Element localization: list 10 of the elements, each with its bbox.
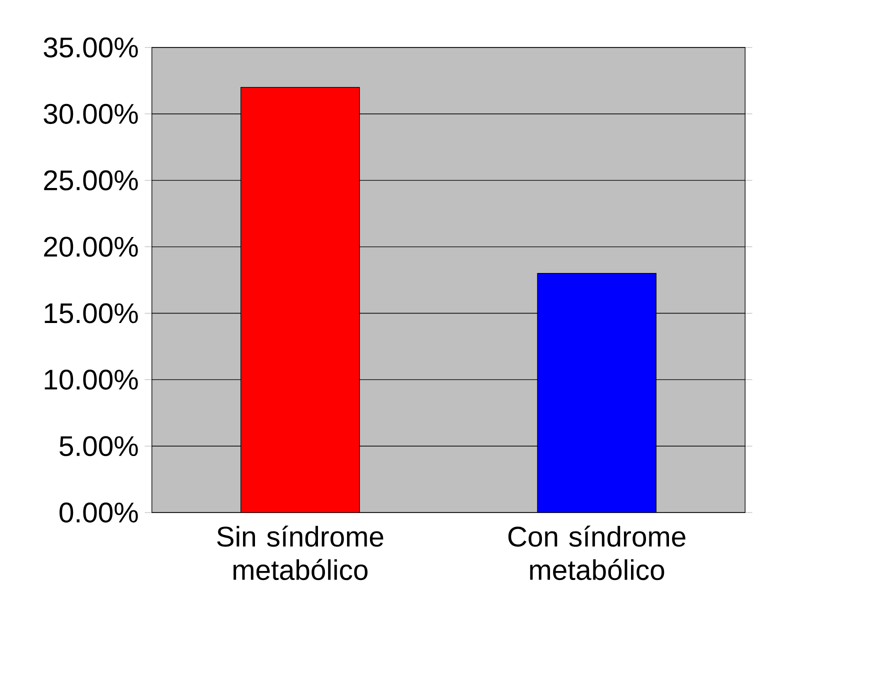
y-tick-label: 35.00%: [44, 37, 138, 58]
y-tick-label: 15.00%: [44, 303, 138, 324]
y-tick-label: 30.00%: [44, 104, 138, 124]
y-tick-label: 25.00%: [44, 170, 138, 190]
y-tick-label: 0.00%: [60, 502, 138, 523]
y-tick-label: 20.00%: [44, 236, 138, 257]
y-tick-label: 5.00%: [60, 436, 138, 456]
x-tick-label: Sin síndrome metabólico: [217, 526, 384, 580]
x-tick-label: Con síndrome metabólico: [508, 526, 686, 580]
y-tick-label: 10.00%: [44, 370, 138, 390]
